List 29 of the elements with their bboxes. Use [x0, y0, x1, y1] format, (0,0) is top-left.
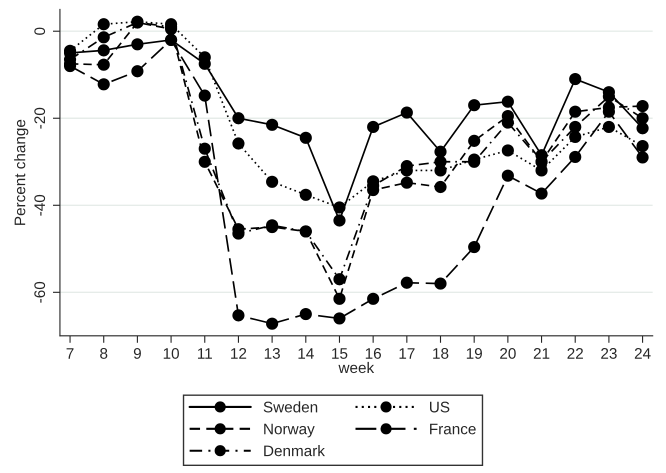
x-tick-label: 24 — [634, 348, 651, 359]
y-tick-label: 0 — [34, 28, 46, 35]
x-tick-label: 20 — [500, 348, 516, 359]
x-tick-label: 9 — [134, 348, 141, 359]
legend-label: France — [430, 424, 476, 434]
x-tick-label: 16 — [366, 348, 381, 359]
legend-label: Norway — [264, 424, 315, 438]
x-tick-label: 10 — [164, 348, 179, 359]
x-tick-label: 21 — [534, 348, 550, 359]
x-tick-label: 22 — [567, 348, 583, 359]
x-axis-title: week — [338, 362, 374, 374]
x-tick-label: 18 — [433, 348, 448, 359]
x-tick-label: 23 — [601, 348, 617, 359]
y-tick-label: -40 — [34, 194, 46, 216]
x-tick-label: 17 — [399, 348, 415, 359]
legend-label: US — [430, 402, 450, 412]
y-tick-label: -20 — [34, 108, 46, 129]
x-tick-label: 19 — [466, 348, 482, 359]
y-tick-label: -60 — [34, 282, 46, 303]
legend-label: Denmark — [264, 445, 325, 456]
x-tick-label: 13 — [264, 348, 280, 359]
x-tick-label: 7 — [66, 348, 74, 359]
x-tick-label: 14 — [298, 348, 314, 359]
x-tick-label: 11 — [198, 348, 212, 359]
y-axis-title: Percent change — [14, 120, 28, 225]
legend-label: Sweden — [264, 401, 318, 412]
x-tick-label: 12 — [231, 348, 246, 359]
x-tick-label: 15 — [332, 348, 348, 359]
x-tick-label: 8 — [100, 348, 108, 359]
